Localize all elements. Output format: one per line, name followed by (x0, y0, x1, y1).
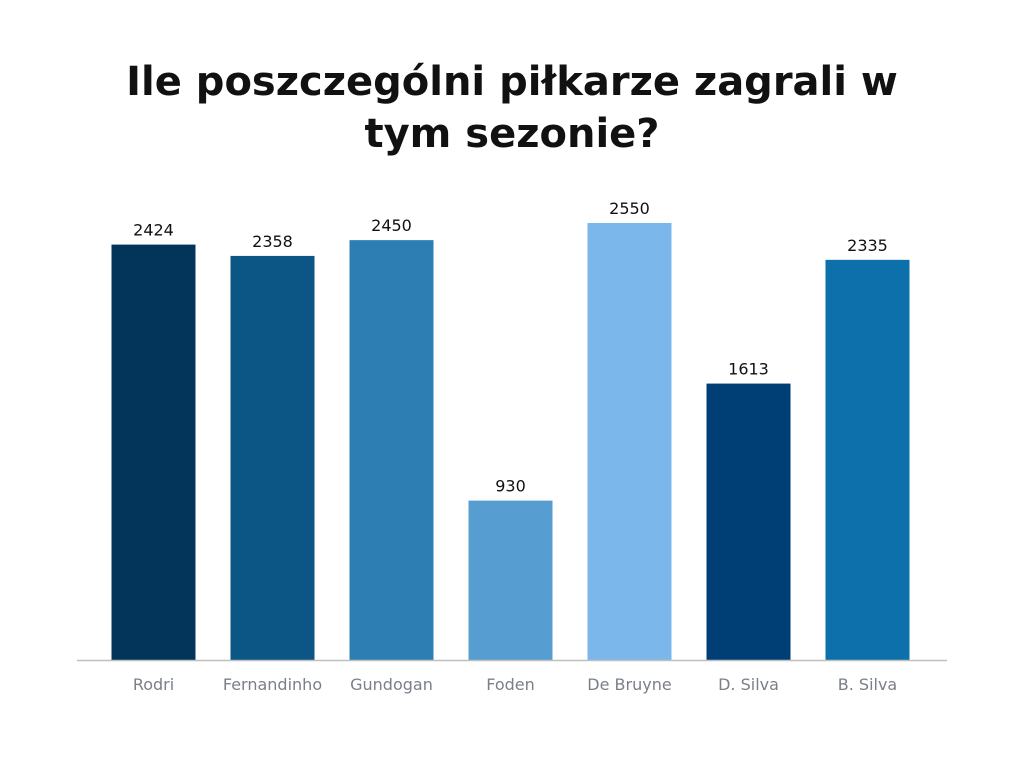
x-tick-label-2: Gundogan (350, 675, 433, 694)
x-tick-label-6: B. Silva (838, 675, 897, 694)
bar-2 (349, 240, 434, 660)
bar-4 (587, 223, 672, 660)
bar-1 (230, 255, 315, 660)
x-tick-label-0: Rodri (133, 675, 174, 694)
x-tick-label-5: D. Silva (718, 675, 779, 694)
value-label-3: 930 (495, 477, 526, 496)
value-label-2: 2450 (371, 216, 412, 235)
value-label-5: 1613 (728, 360, 769, 379)
bar-5 (706, 383, 791, 660)
x-tick-label-3: Foden (486, 675, 535, 694)
value-label-0: 2424 (133, 221, 174, 240)
chart-title: Ile poszczególni piłkarze zagrali w tym … (126, 59, 898, 157)
bar-3 (468, 500, 553, 660)
value-label-6: 2335 (847, 236, 888, 255)
x-tick-label-1: Fernandinho (223, 675, 322, 694)
bar-6 (825, 259, 910, 660)
x-tick-label-4: De Bruyne (587, 675, 671, 694)
value-label-4: 2550 (609, 199, 650, 218)
value-label-1: 2358 (252, 232, 293, 251)
bar-0 (111, 244, 196, 660)
